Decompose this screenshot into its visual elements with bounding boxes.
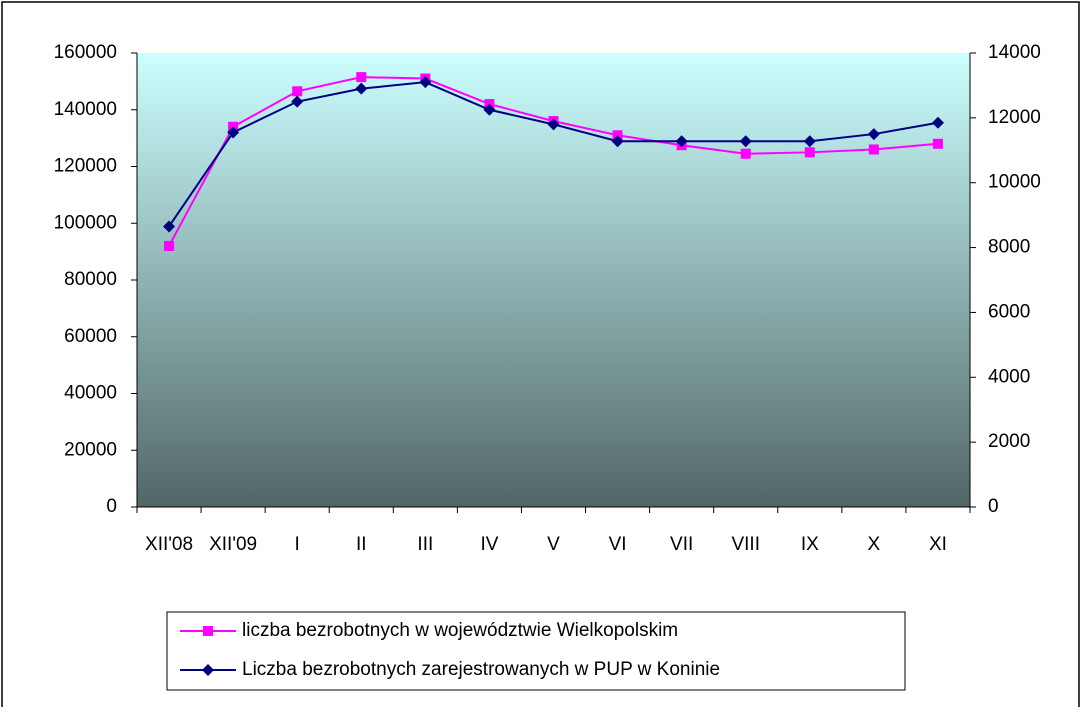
data-point bbox=[739, 135, 752, 148]
y2-tick-label: 14000 bbox=[988, 42, 1041, 63]
y2-tick-label: 6000 bbox=[988, 301, 1030, 322]
x-tick-label: VI bbox=[609, 534, 627, 555]
x-tick-label: XI bbox=[929, 534, 947, 555]
data-point bbox=[867, 128, 880, 141]
legend-box bbox=[166, 611, 906, 691]
y2-tick-label: 10000 bbox=[988, 172, 1041, 193]
legend-label: Liczba bezrobotnych zarejestrowanych w P… bbox=[242, 659, 720, 680]
y-tick-label: 40000 bbox=[64, 383, 117, 404]
data-point bbox=[803, 135, 816, 148]
legend-label: liczba bezrobotnych w województwie Wielk… bbox=[242, 620, 678, 641]
data-point bbox=[483, 103, 496, 116]
data-point bbox=[611, 135, 624, 148]
data-point bbox=[547, 118, 560, 131]
y-tick-label: 60000 bbox=[64, 326, 117, 347]
legend-marker bbox=[203, 626, 213, 636]
data-point bbox=[932, 138, 943, 149]
data-point bbox=[355, 82, 368, 95]
data-point bbox=[675, 135, 688, 148]
y2-tick-label: 4000 bbox=[988, 366, 1030, 387]
data-point bbox=[931, 116, 944, 129]
y-tick-label: 100000 bbox=[54, 212, 117, 233]
data-point bbox=[740, 148, 751, 159]
y2-tick-label: 12000 bbox=[988, 107, 1041, 128]
x-tick-label: II bbox=[356, 534, 367, 555]
x-tick-label: XII'09 bbox=[209, 534, 257, 555]
x-tick-label: VIII bbox=[731, 534, 760, 555]
y2-tick-label: 0 bbox=[988, 496, 999, 517]
data-point bbox=[227, 126, 240, 139]
x-tick-label: XII'08 bbox=[145, 534, 193, 555]
data-point bbox=[419, 76, 432, 89]
x-tick-label: III bbox=[417, 534, 433, 555]
data-point bbox=[292, 86, 303, 97]
y2-tick-label: 8000 bbox=[988, 237, 1030, 258]
y-tick-label: 20000 bbox=[64, 439, 117, 460]
y-tick-label: 80000 bbox=[64, 269, 117, 290]
data-point bbox=[164, 240, 175, 251]
data-point bbox=[163, 220, 176, 233]
legend-marker bbox=[202, 664, 214, 676]
data-point bbox=[804, 147, 815, 158]
x-tick-label: I bbox=[295, 534, 300, 555]
y-tick-label: 0 bbox=[106, 496, 117, 517]
y2-tick-label: 2000 bbox=[988, 431, 1030, 452]
y-tick-label: 140000 bbox=[54, 99, 117, 120]
y-tick-label: 160000 bbox=[54, 42, 117, 63]
x-tick-label: IV bbox=[480, 534, 498, 555]
x-tick-label: VII bbox=[670, 534, 693, 555]
data-point bbox=[356, 72, 367, 83]
data-point bbox=[868, 144, 879, 155]
x-tick-label: V bbox=[547, 534, 560, 555]
x-tick-label: IX bbox=[801, 534, 819, 555]
y-tick-label: 120000 bbox=[54, 156, 117, 177]
data-point bbox=[291, 95, 304, 108]
x-tick-label: X bbox=[868, 534, 881, 555]
